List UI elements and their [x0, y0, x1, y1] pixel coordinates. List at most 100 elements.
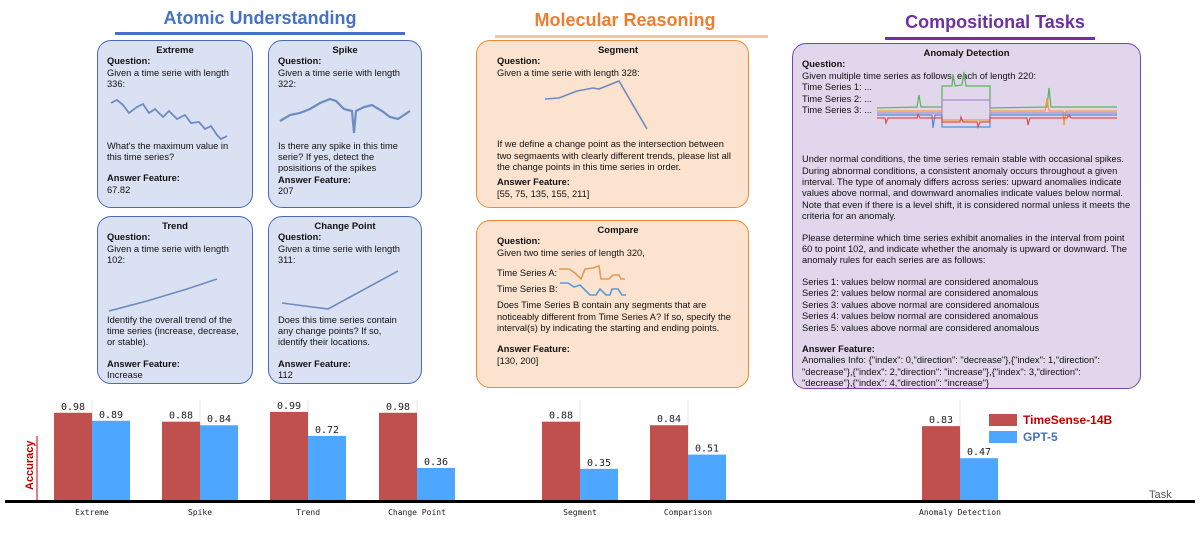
data-label: 0.84 — [207, 414, 231, 425]
rule-series-1: Series 1: values below normal are consid… — [802, 276, 1039, 287]
legend-item-gpt5: GPT-5 — [989, 430, 1058, 444]
compositional-underline — [885, 37, 1095, 40]
time-series-sparkline — [279, 97, 411, 133]
bar-gpt5 — [417, 467, 455, 500]
answer-label: Answer Feature: — [107, 173, 180, 184]
anomaly-instruction: Please determine which time series exhib… — [802, 232, 1127, 266]
bar-timesense — [54, 412, 92, 500]
question-label: Question: — [497, 56, 541, 67]
card-anomaly-detection: Anomaly Detection Question: Given multip… — [792, 43, 1141, 389]
data-label: 0.51 — [695, 444, 719, 455]
x-tick-label: Anomaly Detection — [919, 508, 1001, 517]
question-intro: Given a time serie with length 102: — [107, 243, 229, 266]
section-title-molecular: Molecular Reasoning — [534, 10, 716, 30]
x-tick-label: Comparison — [664, 508, 712, 517]
card-title: Trend — [162, 221, 188, 232]
x-tick-label: Trend — [296, 508, 320, 517]
time-series-sparkline — [281, 269, 399, 310]
answer-value: [130, 200] — [497, 355, 539, 366]
data-label: 0.83 — [929, 415, 953, 426]
series-a-row: Time Series A: — [497, 265, 739, 281]
card-extreme: Extreme Question: Given a time serie wit… — [97, 40, 253, 208]
legend-label-timesense: TimeSense-14B — [1023, 413, 1113, 427]
atomic-underline — [115, 32, 405, 35]
anomaly-description: Under normal conditions, the time series… — [802, 154, 1131, 222]
bar-gpt5 — [200, 425, 238, 500]
question-label: Question: — [497, 236, 541, 247]
question-intro: Given multiple time series as follows, e… — [802, 70, 1037, 81]
question-prompt: What's the maximum value in this time se… — [107, 140, 229, 163]
rule-series-5: Series 5: values above normal are consid… — [802, 322, 1040, 333]
bar-timesense — [650, 425, 688, 500]
card-compare: Compare Question: Given two time series … — [476, 220, 749, 388]
question-label: Question: — [278, 232, 322, 243]
legend-swatch-timesense — [989, 414, 1017, 426]
legend-swatch-gpt5 — [989, 431, 1017, 443]
series-b-sparkline — [559, 282, 626, 297]
card-title: Segment — [597, 45, 639, 56]
data-label: 0.89 — [99, 410, 123, 421]
question-intro: Given a time serie with length 322: — [278, 67, 400, 90]
bar-timesense — [922, 426, 960, 500]
answer-label: Answer Feature: — [278, 174, 351, 185]
question-label: Question: — [278, 56, 322, 67]
section-title-atomic: Atomic Understanding — [163, 8, 357, 28]
time-series-3-label: Time Series 3: ... — [802, 105, 872, 116]
data-label: 0.35 — [587, 458, 611, 469]
data-label: 0.72 — [315, 425, 339, 436]
data-label: 0.98 — [386, 402, 410, 413]
card-segment: Segment Question: Given a time serie wit… — [476, 40, 749, 208]
x-axis-label: Task — [1149, 489, 1172, 501]
x-tick-label: Extreme — [75, 508, 109, 517]
data-label: 0.84 — [657, 414, 681, 425]
card-trend: Trend Question: Given a time serie with … — [97, 216, 253, 384]
answer-label: Answer Feature: — [497, 344, 570, 355]
legend-label-gpt5: GPT-5 — [1023, 430, 1058, 444]
bar-timesense — [270, 411, 308, 500]
card-title: Compare — [597, 225, 639, 236]
answer-label: Answer Feature: — [107, 358, 180, 369]
time-series-1-label: Time Series 1: ... — [802, 82, 872, 93]
rule-series-3: Series 3: values above normal are consid… — [802, 299, 1040, 310]
answer-label: Answer Feature: — [497, 177, 570, 188]
section-title-compositional: Compositional Tasks — [905, 12, 1085, 32]
answer-value: 207 — [278, 186, 294, 197]
bar-gpt5 — [92, 420, 130, 500]
question-prompt: If we define a change point as the inter… — [497, 139, 731, 173]
y-axis-label: Accuracy — [24, 440, 36, 490]
bar-timesense — [379, 412, 417, 500]
question-prompt: Identify the overall trend of the time s… — [107, 314, 239, 348]
card-spike: Spike Question: Given a time serie with … — [268, 40, 422, 208]
data-label: 0.47 — [967, 447, 991, 458]
legend-item-timesense: TimeSense-14B — [989, 413, 1112, 427]
answer-value: Anomalies Info: {"index": 0,"direction":… — [802, 355, 1101, 389]
question-prompt: Does this time series contain any change… — [278, 314, 397, 348]
molecular-underline — [495, 35, 768, 38]
question-label: Question: — [802, 59, 846, 70]
card-title: Change Point — [314, 221, 376, 232]
question-label: Question: — [107, 56, 151, 67]
time-series-2-label: Time Series 2: ... — [802, 93, 872, 104]
rule-series-4: Series 4: values below normal are consid… — [802, 311, 1039, 322]
series-a-sparkline — [559, 265, 626, 281]
question-intro: Given a time serie with length 336: — [107, 67, 229, 90]
data-label: 0.36 — [424, 457, 448, 468]
time-series-sparkline — [108, 277, 218, 312]
card-title: Extreme — [156, 45, 194, 56]
data-label: 0.88 — [169, 411, 193, 422]
question-label: Question: — [107, 232, 151, 243]
question-intro: Given two time series of length 320, — [497, 247, 645, 258]
answer-value: Increase — [107, 370, 143, 381]
question-prompt: Is there any spike in this time serie? I… — [278, 140, 398, 174]
question-intro: Given a time serie with length 328: — [497, 67, 640, 78]
time-series-sparkline — [544, 80, 648, 130]
time-series-sparkline — [110, 98, 228, 140]
data-label: 0.88 — [549, 411, 573, 422]
question-prompt: Does Time Series B contain any segments … — [497, 300, 731, 334]
series-b-row: Time Series B: — [497, 281, 739, 297]
data-label: 0.99 — [277, 401, 301, 412]
accuracy-bar-chart: Accuracy Task 0.98 0.89 Extreme 0.88 0.84 Spi… — [5, 400, 1195, 517]
bar-gpt5 — [308, 435, 346, 500]
answer-value: 67.82 — [107, 184, 131, 195]
answer-label: Answer Feature: — [802, 343, 875, 354]
